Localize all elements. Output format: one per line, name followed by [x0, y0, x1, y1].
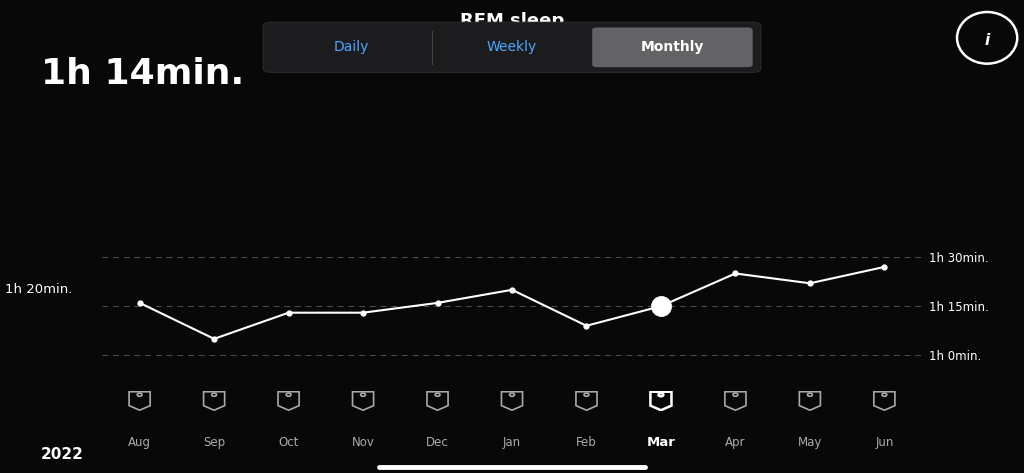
Text: REM sleep: REM sleep [460, 12, 564, 30]
Text: Sep: Sep [203, 436, 225, 449]
Text: Feb: Feb [577, 436, 597, 449]
Text: Oct: Oct [279, 436, 299, 449]
Text: 2022: 2022 [41, 447, 84, 462]
Text: 1h 14min.: 1h 14min. [41, 57, 244, 91]
Text: May: May [798, 436, 822, 449]
Text: Jun: Jun [876, 436, 894, 449]
Text: 1h 20min.: 1h 20min. [5, 283, 73, 296]
Text: Monthly: Monthly [641, 40, 705, 54]
Text: Aug: Aug [128, 436, 152, 449]
Text: i: i [984, 34, 990, 48]
Text: Daily: Daily [334, 40, 370, 54]
Text: Jan: Jan [503, 436, 521, 449]
Text: Apr: Apr [725, 436, 745, 449]
Text: Nov: Nov [351, 436, 375, 449]
Text: Mar: Mar [646, 436, 676, 449]
Text: Weekly: Weekly [486, 40, 538, 54]
Text: Dec: Dec [426, 436, 449, 449]
